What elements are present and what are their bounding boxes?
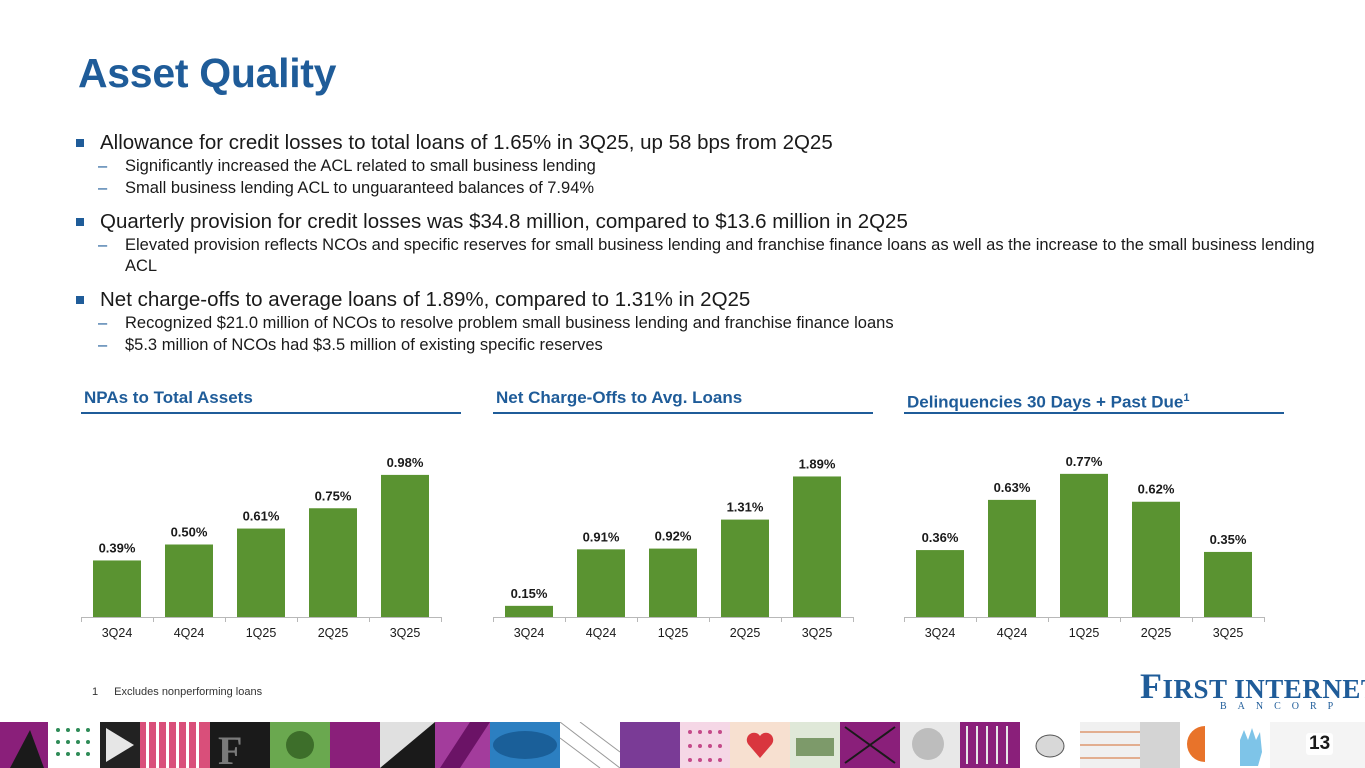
- page-number: 13: [1306, 733, 1334, 755]
- page-title: Asset Quality: [78, 50, 337, 96]
- sub-bullet-text: Recognized $21.0 million of NCOs to reso…: [125, 314, 894, 332]
- data-label: 0.50%: [171, 525, 208, 540]
- bar-3Q24: [505, 605, 553, 617]
- bullet-item: Allowance for credit losses to total loa…: [74, 130, 1334, 199]
- data-label: 1.31%: [727, 500, 764, 515]
- x-tick-label: 3Q25: [802, 626, 833, 640]
- dash-icon: –: [98, 236, 108, 254]
- data-label: 0.35%: [1210, 532, 1247, 547]
- data-label: 0.91%: [583, 529, 620, 544]
- decorative-banner: F: [0, 722, 1365, 768]
- footnote-number: 1: [92, 686, 99, 698]
- data-label: 0.98%: [387, 455, 424, 470]
- sub-bullet-text: Small business lending ACL to unguarante…: [125, 179, 595, 197]
- data-label: 0.61%: [243, 509, 280, 524]
- bullet-item: Net charge-offs to average loans of 1.89…: [74, 287, 1334, 356]
- bar-2Q25: [721, 519, 769, 617]
- x-tick-label: 2Q25: [318, 626, 349, 640]
- bar-2Q25: [309, 508, 357, 617]
- nco-chart-panel: Net Charge-Offs to Avg. Loans 0.15% 3Q24 0…: [493, 386, 873, 646]
- bar-2Q25: [1132, 501, 1180, 617]
- company-logo: FIRST INTERNET BANCORP: [1140, 668, 1365, 712]
- delinquency-chart-panel: Delinquencies 30 Days + Past Due1 0.36% 3…: [904, 386, 1284, 646]
- x-tick-label: 3Q24: [102, 626, 133, 640]
- bar-4Q24: [165, 544, 213, 617]
- x-tick-label: 3Q24: [514, 626, 545, 640]
- data-label: 0.75%: [315, 488, 352, 503]
- bar-3Q25: [381, 474, 429, 617]
- footnote-text: Excludes nonperforming loans: [114, 686, 263, 698]
- bullet-text: Quarterly provision for credit losses wa…: [100, 210, 908, 233]
- bullet-text: Allowance for credit losses to total loa…: [100, 131, 833, 154]
- bar-1Q25: [1060, 473, 1108, 617]
- npa-chart-panel: NPAs to Total Assets 0.39% 3Q24 0.50% 4Q24 0…: [81, 386, 461, 646]
- x-tick-label: 4Q24: [586, 626, 617, 640]
- sub-bullet-text: $5.3 million of NCOs had $3.5 million of…: [125, 336, 603, 354]
- logo-f-letter: F: [1140, 666, 1163, 706]
- bar-3Q25: [793, 476, 841, 617]
- x-tick-label: 3Q24: [925, 626, 956, 640]
- bullet-list: Allowance for credit losses to total loa…: [74, 130, 1334, 366]
- data-label: 0.92%: [655, 529, 692, 544]
- x-tick-label: 3Q25: [1213, 626, 1244, 640]
- bar-1Q25: [649, 548, 697, 617]
- logo-main-text: IRST INTERNET: [1162, 674, 1365, 704]
- footnote: 1 Excludes nonperforming loans: [92, 686, 262, 698]
- x-tick-label: 4Q24: [997, 626, 1028, 640]
- x-tick-label: 1Q25: [658, 626, 689, 640]
- dash-icon: –: [98, 157, 108, 175]
- npa-bar-chart: 0.39% 3Q24 0.50% 4Q24 0.61% 1Q25 0.75% 2Q25 0.98…: [81, 455, 442, 640]
- x-tick-label: 3Q25: [390, 626, 421, 640]
- nco-bar-chart: 0.15% 3Q24 0.91% 4Q24 0.92% 1Q25 1.31% 2Q25 1.89…: [493, 456, 854, 640]
- x-tick-label: 1Q25: [1069, 626, 1100, 640]
- square-bullet-icon: [76, 218, 84, 226]
- bar-4Q24: [988, 499, 1036, 617]
- logo-sub-text: BANCORP: [1220, 701, 1345, 712]
- square-bullet-icon: [76, 296, 84, 304]
- bar-4Q24: [577, 549, 625, 617]
- x-tick-label: 1Q25: [246, 626, 277, 640]
- sub-bullet-text: Significantly increased the ACL related …: [125, 157, 596, 175]
- chart-title: Delinquencies 30 Days + Past Due1: [904, 386, 1284, 414]
- chart-title: NPAs to Total Assets: [81, 386, 461, 414]
- dash-icon: –: [98, 336, 108, 354]
- dash-icon: –: [98, 314, 108, 332]
- data-label: 0.15%: [511, 586, 548, 601]
- dash-icon: –: [98, 179, 108, 197]
- data-label: 0.77%: [1066, 454, 1103, 469]
- bar-1Q25: [237, 528, 285, 617]
- bullet-item: Quarterly provision for credit losses wa…: [74, 209, 1334, 277]
- delinquency-bar-chart: 0.36% 3Q24 0.63% 4Q24 0.77% 1Q25 0.62% 2Q25 0.35…: [904, 454, 1265, 640]
- bar-3Q24: [93, 560, 141, 617]
- x-tick-label: 4Q24: [174, 626, 205, 640]
- bullet-text: Net charge-offs to average loans of 1.89…: [100, 288, 751, 311]
- footnote-marker: 1: [1183, 392, 1190, 404]
- x-tick-label: 2Q25: [730, 626, 761, 640]
- x-tick-label: 2Q25: [1141, 626, 1172, 640]
- bar-3Q25: [1204, 551, 1252, 617]
- bar-3Q24: [916, 550, 964, 617]
- data-label: 0.63%: [994, 480, 1031, 495]
- data-label: 0.62%: [1138, 482, 1175, 497]
- data-label: 1.89%: [799, 456, 836, 471]
- svg-text:F: F: [218, 728, 242, 768]
- square-bullet-icon: [76, 139, 84, 147]
- data-label: 0.39%: [99, 540, 136, 555]
- data-label: 0.36%: [922, 530, 959, 545]
- sub-bullet-text: Elevated provision reflects NCOs and spe…: [125, 236, 1315, 275]
- chart-title: Net Charge-Offs to Avg. Loans: [493, 386, 873, 414]
